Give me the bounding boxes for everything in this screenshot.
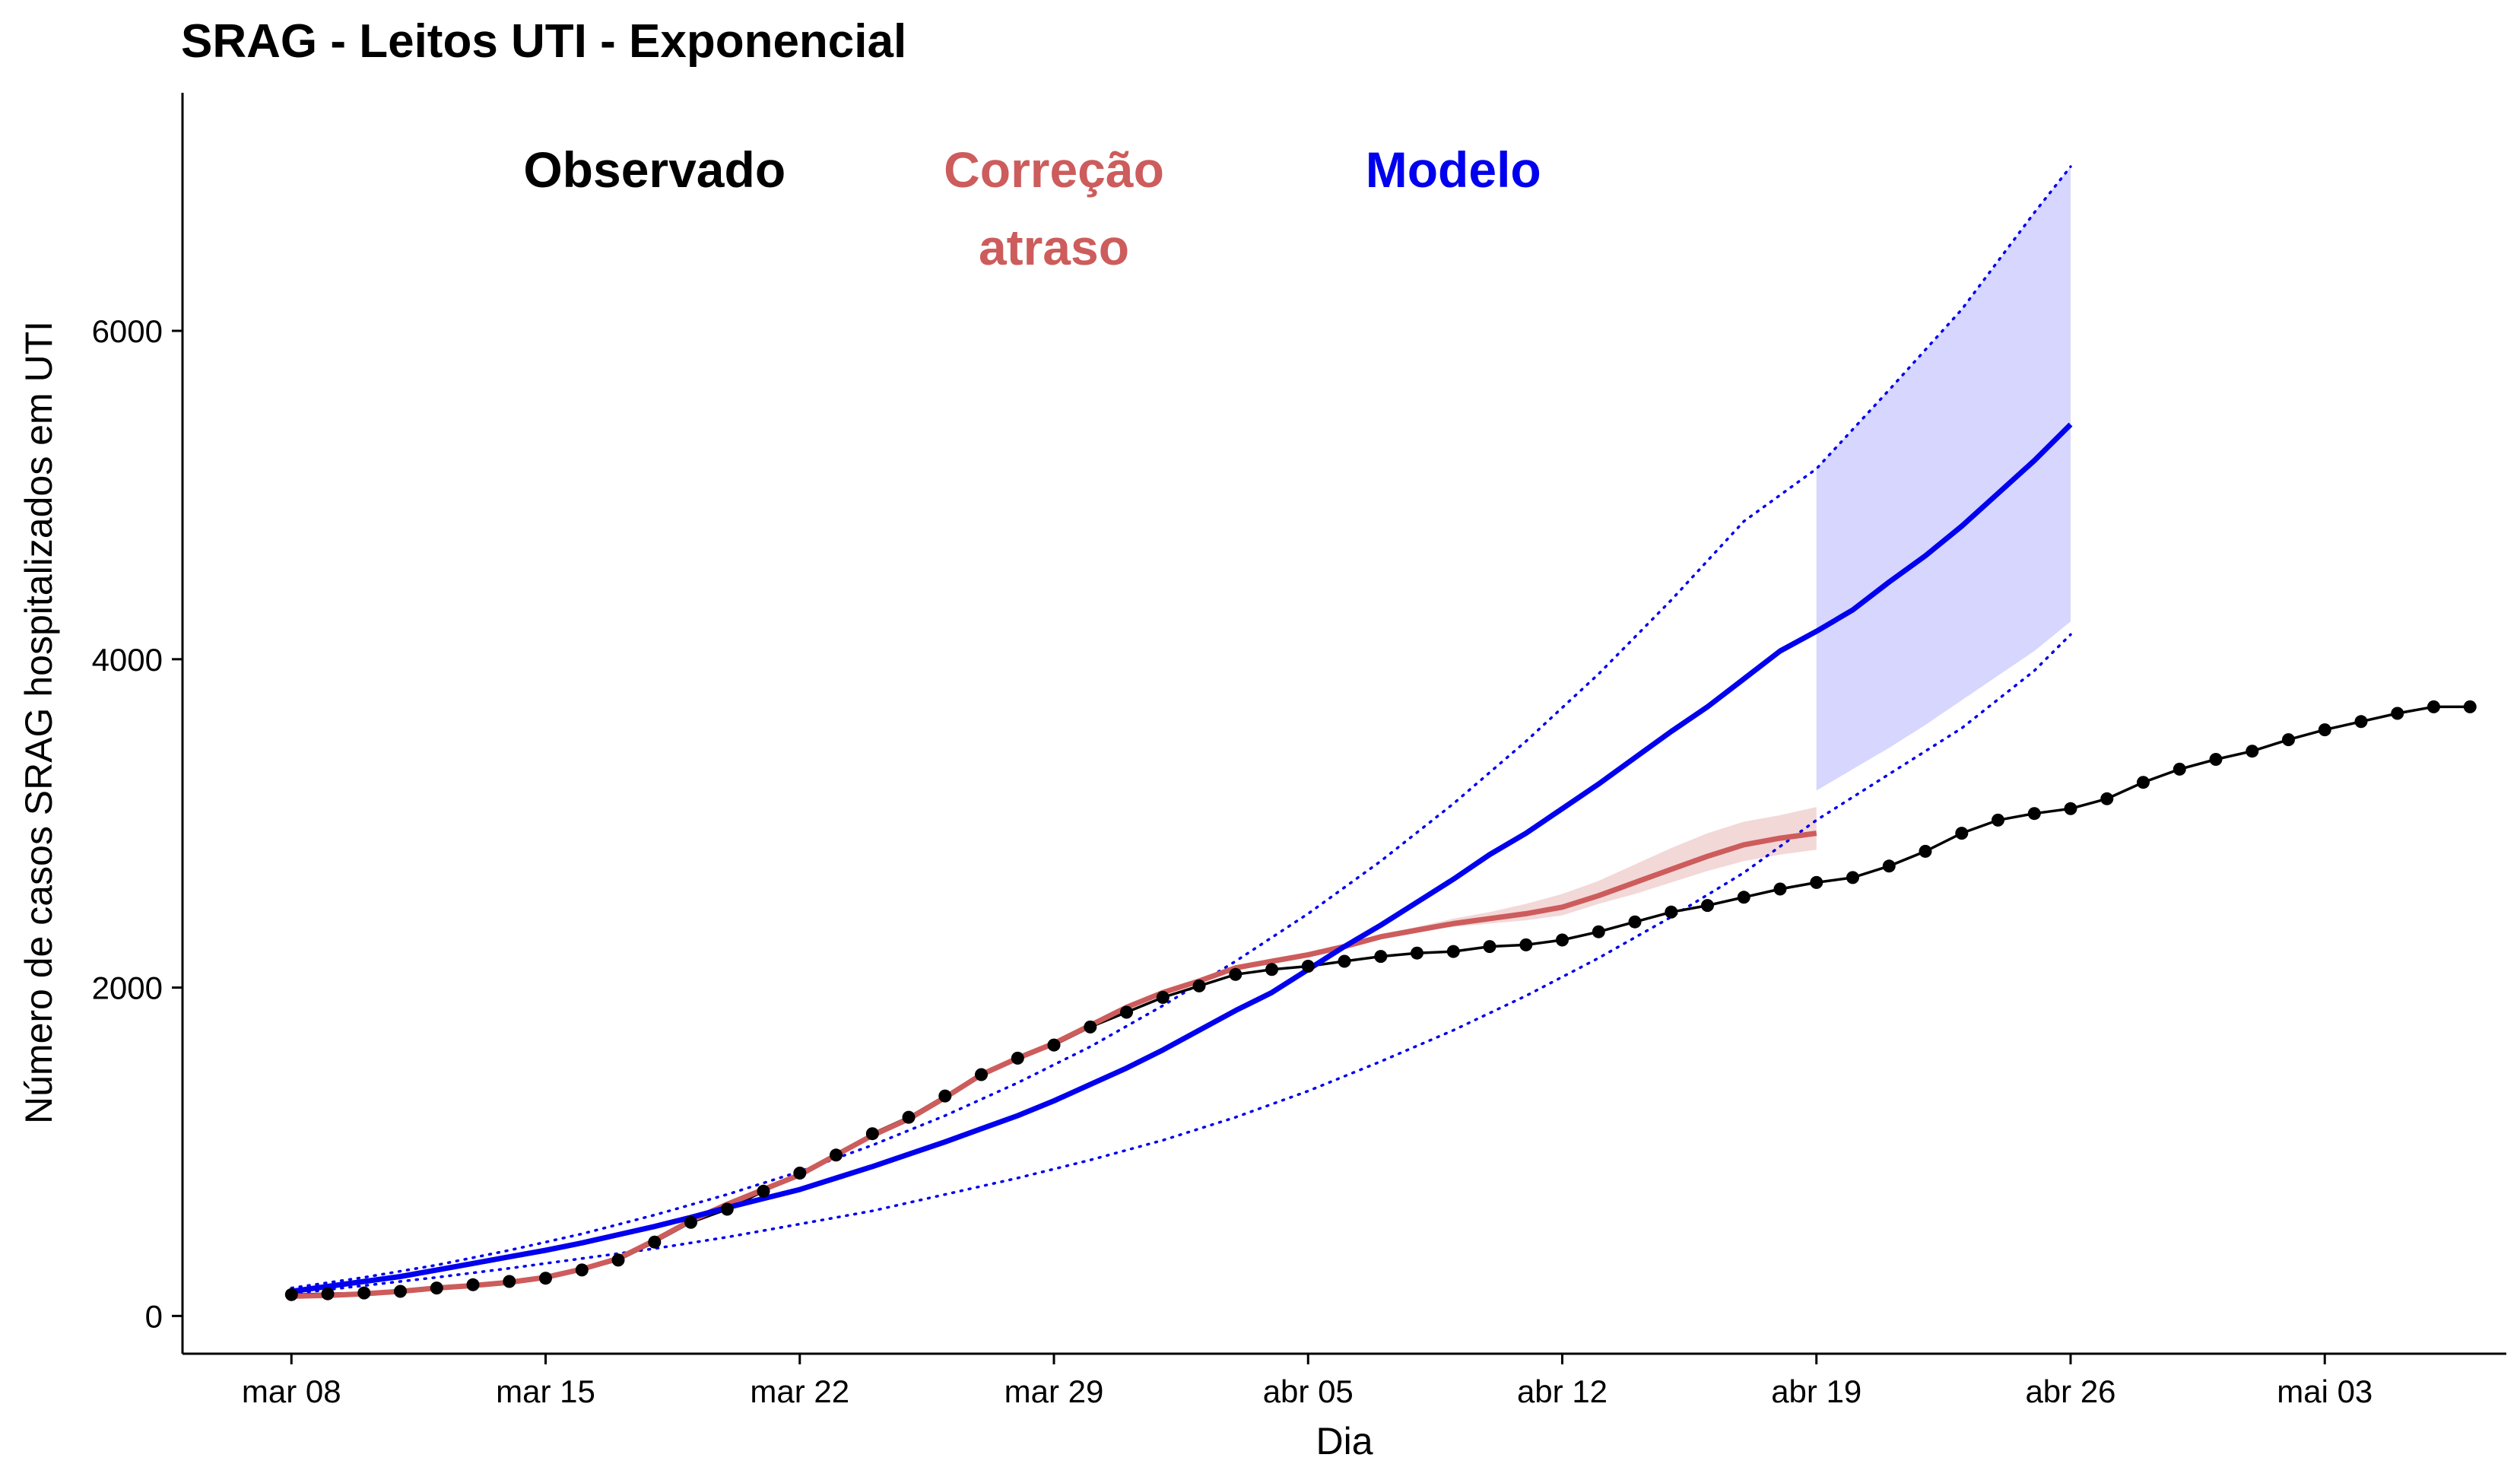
observado-point: [1665, 905, 1678, 919]
observado-point: [975, 1068, 988, 1081]
modelo-lower-bound-line: [290, 633, 2072, 1295]
y-axis-label: Número de casos SRAG hospitalizados em U…: [17, 321, 60, 1124]
observado-point: [1120, 1005, 1133, 1019]
annotation-line: Observado: [523, 141, 786, 198]
observado-point: [1955, 827, 1969, 840]
observado-point: [1773, 882, 1787, 896]
lines-layer: [290, 165, 2471, 1299]
observado-point: [1919, 844, 1932, 858]
observado-point: [575, 1263, 589, 1277]
observado-point: [793, 1167, 807, 1180]
bands-layer: [291, 167, 2071, 1297]
annotations-layer: Observado Correção atraso Modelo: [523, 141, 1541, 275]
x-tick-label: abr 05: [1263, 1373, 1354, 1409]
observado-point: [648, 1235, 662, 1249]
observado-point: [2391, 707, 2404, 720]
observado-point: [830, 1148, 843, 1162]
observado-point: [757, 1184, 770, 1198]
observado-point: [1519, 938, 1533, 951]
observado-point: [1411, 946, 1423, 960]
observado-point: [357, 1286, 371, 1300]
modelo-forecast-band: [1816, 167, 2071, 791]
observado-point: [2318, 723, 2331, 737]
observado-point: [1084, 1020, 1097, 1034]
chart-title: SRAG - Leitos UTI - Exponencial: [181, 15, 906, 68]
observado-point: [430, 1281, 443, 1295]
observado-point: [1446, 945, 1460, 958]
observado-point: [1592, 925, 1605, 938]
modelo-upper-bound-line: [290, 165, 2072, 1290]
observado-point: [1846, 871, 1859, 884]
observado-point: [1047, 1038, 1061, 1052]
observado-point: [1156, 991, 1170, 1004]
observado-point: [1737, 891, 1750, 904]
observado-point: [1229, 967, 1243, 981]
annotation-line: Modelo: [1366, 141, 1541, 198]
observado-point: [684, 1215, 697, 1229]
annotation-label: Modelo: [1366, 141, 1541, 198]
observado-point: [394, 1285, 407, 1298]
observado-point: [1628, 915, 1642, 929]
observado-point: [1265, 963, 1278, 976]
observado-point: [1992, 813, 2004, 827]
annotation-label: Correção atraso: [944, 141, 1164, 275]
observado-point: [2027, 807, 2041, 821]
observado-point: [503, 1275, 516, 1288]
observado-point: [539, 1272, 552, 1285]
observado-point: [1556, 933, 1569, 947]
y-tick-label: 0: [145, 1298, 163, 1334]
observado-point: [1301, 960, 1315, 973]
y-tick-label: 4000: [92, 642, 163, 678]
observado-point: [1192, 979, 1206, 992]
observado-point: [1374, 950, 1388, 964]
y-ticks: 0 2000 4000 6000: [92, 313, 182, 1334]
observado-point: [2354, 715, 2368, 729]
observado-point: [1810, 875, 1823, 889]
annotation-line: Correção: [944, 141, 1164, 198]
observado-point: [1483, 940, 1496, 954]
x-tick-label: mar 15: [496, 1373, 595, 1409]
modelo-line: [290, 422, 2073, 1294]
observado-point: [2209, 753, 2223, 766]
correcao-atraso-band: [291, 807, 1817, 1297]
observado-point: [2172, 762, 2186, 776]
observado-point: [902, 1110, 916, 1124]
observado-point: [1882, 859, 1896, 873]
annotation-line: atraso: [979, 219, 1129, 275]
annotation-label: Observado: [523, 141, 786, 198]
observado-point: [611, 1253, 625, 1267]
axes-layer: [181, 93, 2506, 1355]
x-tick-label: abr 26: [2025, 1373, 2115, 1409]
points-layer: [284, 700, 2477, 1301]
observado-point: [466, 1278, 480, 1291]
y-tick-label: 2000: [92, 970, 163, 1006]
x-tick-label: mar 22: [750, 1373, 849, 1409]
observado-point: [938, 1089, 952, 1103]
observado-point: [321, 1287, 335, 1300]
observado-point: [1701, 899, 1714, 913]
observado-point: [2463, 700, 2477, 713]
x-tick-label: abr 12: [1517, 1373, 1608, 1409]
observado-point: [2100, 792, 2114, 805]
observado-point: [2064, 802, 2077, 815]
x-tick-label: mar 08: [242, 1373, 341, 1409]
y-tick-label: 6000: [92, 313, 163, 349]
x-axis-label: Dia: [1316, 1420, 1373, 1462]
observado-point: [2245, 745, 2259, 758]
observado-point: [1338, 954, 1351, 968]
observado-point: [2282, 733, 2295, 747]
x-ticks: mar 08 mar 15 mar 22 mar 29 abr 05 abr 12 abr …: [242, 1354, 2372, 1409]
observado-point: [865, 1127, 879, 1141]
x-tick-label: mai 03: [2277, 1373, 2372, 1409]
observado-point: [720, 1202, 734, 1216]
observado-point: [284, 1288, 298, 1301]
observado-point: [2137, 776, 2150, 789]
observado-line: [291, 705, 2471, 1297]
x-tick-label: mar 29: [1005, 1373, 1104, 1409]
x-tick-label: abr 19: [1771, 1373, 1861, 1409]
observado-point: [2427, 700, 2440, 713]
observado-point: [1011, 1051, 1024, 1065]
